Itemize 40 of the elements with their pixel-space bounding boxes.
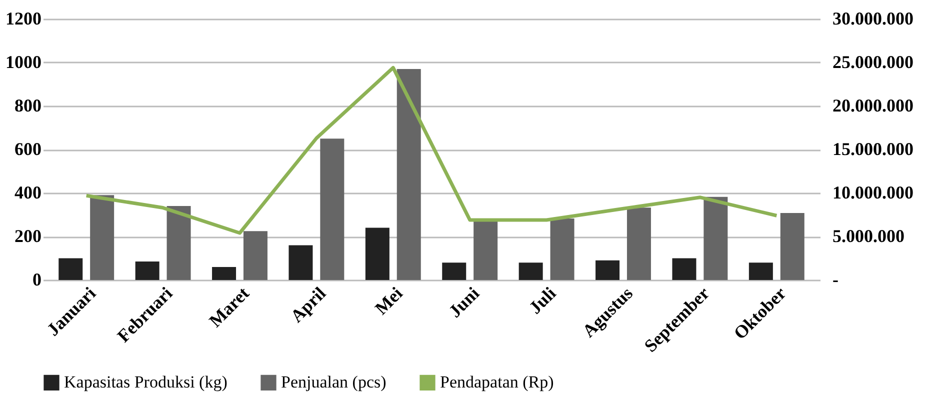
- bar: [135, 262, 160, 280]
- bar: [748, 262, 773, 280]
- bar: [288, 245, 313, 280]
- legend-label: Pendapatan (Rp): [440, 372, 554, 392]
- bar: [550, 218, 574, 280]
- y2-tick-label: 25.000.000: [832, 52, 914, 72]
- legend-label: Penjualan (pcs): [281, 372, 386, 392]
- bar: [166, 206, 191, 280]
- bar: [320, 138, 344, 280]
- y-tick-label: 800: [14, 96, 42, 116]
- bar: [518, 262, 543, 280]
- y-tick-label: 1000: [6, 52, 42, 72]
- y-tick-label: 0: [32, 270, 42, 290]
- y-tick-label: 400: [14, 182, 42, 202]
- bar: [704, 196, 728, 280]
- bar: [396, 69, 421, 280]
- legend-label: Kapasitas Produksi (kg): [64, 372, 228, 392]
- y2-tick-label: 30.000.000: [832, 8, 914, 28]
- bar: [243, 231, 268, 280]
- x-tick-label: Juli: [525, 283, 560, 318]
- y2-tick-label: 5.000.000: [832, 226, 904, 246]
- bar: [212, 266, 236, 280]
- x-tick-label: Mei: [371, 283, 406, 318]
- y-tick-label: 600: [14, 139, 42, 159]
- bar: [365, 228, 390, 280]
- bar: [474, 220, 498, 280]
- y2-tick-label: -: [832, 270, 838, 290]
- y-tick-label: 200: [14, 226, 42, 246]
- y2-tick-label: 20.000.000: [832, 96, 914, 116]
- bar: [90, 195, 114, 280]
- bar: [58, 258, 83, 280]
- y-tick-label: 1200: [6, 8, 42, 28]
- line-series: [84, 66, 778, 235]
- bar: [596, 260, 620, 280]
- bar: [672, 258, 696, 280]
- bar: [626, 208, 651, 280]
- y2-tick-label: 10.000.000: [832, 182, 914, 202]
- bar: [442, 262, 466, 280]
- y2-tick-label: 15.000.000: [832, 139, 914, 159]
- bar: [780, 213, 804, 280]
